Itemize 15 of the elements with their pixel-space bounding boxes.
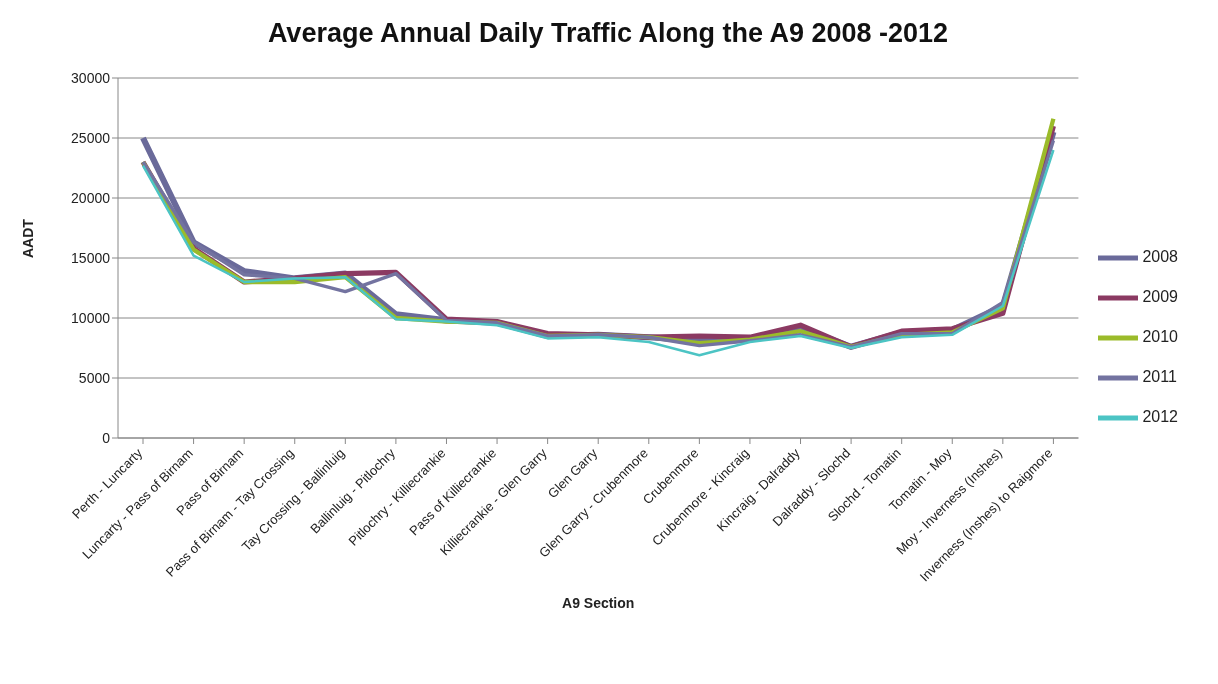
x-axis-title: A9 Section (562, 595, 635, 611)
y-tick-label: 20000 (71, 189, 111, 206)
y-tick-label: 25000 (71, 129, 111, 146)
legend-label: 2012 (1142, 408, 1178, 426)
legend-label: 2009 (1142, 288, 1178, 306)
y-axis-title: AADT (19, 218, 36, 258)
y-tick-label: 5000 (78, 369, 111, 386)
y-tick-label: 0 (102, 429, 111, 446)
chart-title: Average Annual Daily Traffic Along the A9 2008 -2012 (266, 17, 950, 50)
y-tick-label: 30000 (71, 69, 111, 86)
legend-label: 2010 (1142, 328, 1178, 346)
y-tick-label: 10000 (71, 309, 111, 326)
y-tick-label: 15000 (71, 249, 111, 266)
legend-label: 2011 (1142, 368, 1177, 386)
legend-label: 2008 (1142, 248, 1178, 266)
